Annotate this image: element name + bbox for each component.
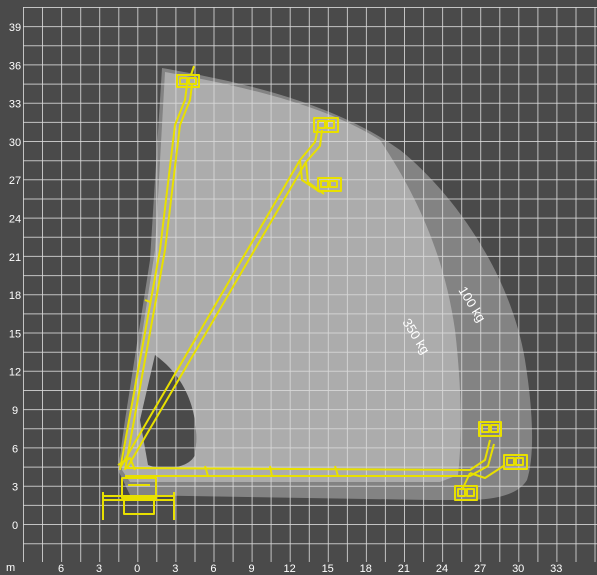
y-tick-label: 15 <box>9 328 21 340</box>
y-tick-label: 33 <box>9 99 21 111</box>
boom-jib-down <box>461 472 471 491</box>
chassis <box>102 457 175 520</box>
boom-diagonal-upper <box>119 127 323 469</box>
y-tick-label: 30 <box>9 137 21 149</box>
x-tick-label: 3 <box>172 563 178 575</box>
basket-top <box>176 65 200 88</box>
x-tick-label: 27 <box>474 563 486 575</box>
boom-figures <box>102 65 528 520</box>
x-tick-label: 24 <box>436 563 448 575</box>
envelope-cutout <box>140 355 197 468</box>
y-tick-label: 39 <box>9 22 21 34</box>
y-tick-label: 6 <box>12 443 18 455</box>
x-tick-label: 21 <box>398 563 410 575</box>
x-tick-label: 6 <box>58 563 64 575</box>
x-axis-ticks: 6 3 0 3 6 9 12 15 18 21 24 27 30 33 <box>58 563 562 575</box>
y-tick-label: 0 <box>12 520 18 532</box>
y-tick-label: 36 <box>9 60 21 72</box>
x-tick-label: 6 <box>210 563 216 575</box>
basket-right-upper <box>478 421 502 437</box>
boom-vertical <box>119 84 193 471</box>
y-tick-label: 12 <box>9 367 21 379</box>
y-tick-label: 3 <box>12 482 18 494</box>
x-tick-label: 0 <box>134 563 140 575</box>
y-tick-label: 18 <box>9 290 21 302</box>
y-tick-label: 24 <box>9 214 21 226</box>
x-tick-label: 9 <box>248 563 254 575</box>
x-tick-label: 30 <box>512 563 524 575</box>
y-tick-label: 9 <box>12 405 18 417</box>
y-tick-label: 21 <box>9 252 21 264</box>
boom-jib-right <box>469 464 506 479</box>
basket-right-low <box>454 485 478 501</box>
x-tick-label: 3 <box>96 563 102 575</box>
basket-lower-middle <box>317 177 342 192</box>
x-tick-label: 15 <box>322 563 334 575</box>
x-tick-label: 33 <box>550 563 562 575</box>
y-tick-label: 27 <box>9 175 21 187</box>
basket-upper-middle <box>313 117 339 133</box>
x-tick-label: 12 <box>283 563 295 575</box>
basket-right-far <box>503 454 528 470</box>
inner-envelope-350kg <box>122 72 461 482</box>
boom-horizontal <box>124 439 495 477</box>
x-tick-label: 18 <box>360 563 372 575</box>
grid <box>23 7 597 562</box>
unit-label: m <box>6 562 15 574</box>
